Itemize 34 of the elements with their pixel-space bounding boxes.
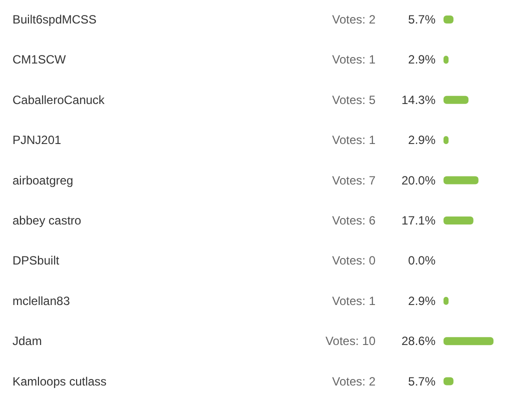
y-tick-label: mclellan83	[12, 294, 70, 308]
text: Votes: 1	[332, 52, 376, 67]
text: Votes: 0	[332, 254, 376, 268]
data-label: 2.9%	[408, 294, 436, 308]
y-tick-label: CM1SCW	[12, 52, 67, 67]
data-label: 5.7%	[408, 374, 436, 388]
data-label: 2.9%	[408, 52, 436, 67]
y-tick-label: PJNJ201	[12, 133, 62, 148]
data-label: 2.9%	[408, 133, 436, 148]
y-tick-label: DPSbuilt	[12, 254, 60, 268]
text: Votes: 2	[332, 374, 376, 388]
bar	[444, 176, 478, 184]
bar	[444, 216, 474, 224]
text: Votes: 10	[325, 334, 376, 348]
y-tick-label: airboatgreg	[12, 173, 74, 188]
data-label: 0.0%	[408, 254, 436, 268]
data-label: 20.0%	[401, 173, 436, 188]
text: Votes: 2	[332, 12, 376, 26]
y-tick-label: Kamloops cutlass	[12, 374, 107, 388]
y-tick-label: Built6spdMCSS	[12, 12, 97, 26]
bar	[444, 337, 494, 346]
data-label: 28.6%	[401, 334, 436, 348]
text: Votes: 1	[332, 294, 376, 308]
y-tick-label: abbey castro	[12, 214, 82, 228]
text: Votes: 1	[332, 133, 376, 148]
data-label: 14.3%	[401, 92, 436, 107]
y-tick-label: CaballeroCanuck	[12, 92, 106, 107]
data-label: 5.7%	[408, 12, 436, 26]
bar	[444, 96, 468, 104]
text: Votes: 5	[332, 92, 376, 107]
y-tick-label: Jdam	[12, 334, 42, 348]
text: Votes: 7	[332, 173, 376, 188]
data-label: 17.1%	[401, 214, 436, 228]
text: Votes: 6	[332, 214, 376, 228]
